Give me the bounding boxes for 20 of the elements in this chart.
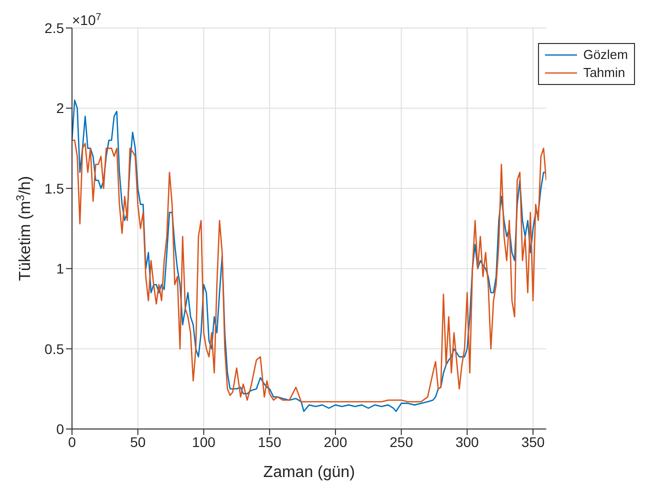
y-tick-label: 2 <box>56 100 64 116</box>
y-tick-label: 1.5 <box>44 180 64 196</box>
legend-label: Tahmin <box>583 64 626 82</box>
x-tick-label: 100 <box>192 434 216 450</box>
legend-label: Gözlem <box>583 46 628 64</box>
x-tick-label: 200 <box>324 434 348 450</box>
x-tick-label: 250 <box>390 434 414 450</box>
line-series <box>72 140 546 402</box>
x-axis-title: Zaman (gün) <box>263 464 355 481</box>
line-series <box>72 100 546 412</box>
x-tick-label: 50 <box>130 434 146 450</box>
x-tick-label: 350 <box>521 434 545 450</box>
x-tick-label: 150 <box>258 434 282 450</box>
x-tick-label: 300 <box>455 434 480 450</box>
y-tick-label: 0.5 <box>44 340 64 357</box>
x-tick-label: 0 <box>68 434 76 450</box>
annotation: ×10$^{7}$ <box>72 12 102 28</box>
y-tick-label: 1 <box>56 260 64 277</box>
y-tick-label: 2.5 <box>44 20 64 36</box>
y-tick-label: 0 <box>56 420 64 437</box>
